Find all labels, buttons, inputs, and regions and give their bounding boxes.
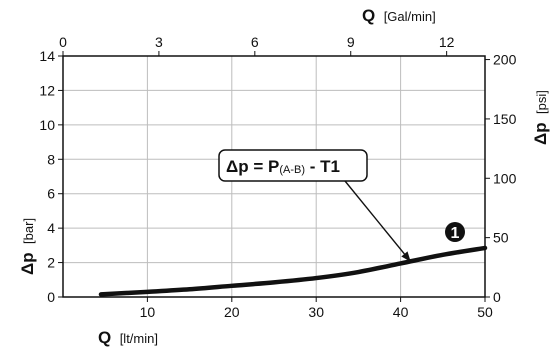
x-axis-title: Q [lt/min] bbox=[98, 328, 158, 347]
series-1-marker-circle bbox=[445, 222, 465, 242]
series-line-1 bbox=[98, 245, 488, 297]
y-axis-symbol: Δp bbox=[18, 252, 37, 275]
formula-main: Δp = P bbox=[226, 157, 279, 176]
right-axis-title: Δp [psi] bbox=[531, 90, 550, 145]
right-axis-symbol: Δp bbox=[531, 122, 550, 145]
top-tick-label: 3 bbox=[155, 34, 163, 50]
top-axis-title: Q [Gal/min] bbox=[362, 6, 436, 25]
right-tick-label: 150 bbox=[493, 111, 517, 127]
y-tick-label: 12 bbox=[39, 82, 55, 98]
x-axis-symbol: Q bbox=[98, 328, 111, 347]
formula-annotation: Δp = P(A-B) - T1 bbox=[218, 149, 412, 263]
top-tick-label: 9 bbox=[347, 34, 355, 50]
right-tick-label: 0 bbox=[493, 289, 501, 305]
formula-text: Δp = P(A-B) - T1 bbox=[226, 157, 340, 176]
x-tick-label: 40 bbox=[393, 304, 409, 320]
y-tick-label: 10 bbox=[39, 117, 55, 133]
y-tick-label: 8 bbox=[47, 151, 55, 167]
top-tick-label: 0 bbox=[59, 34, 67, 50]
formula-box bbox=[218, 149, 368, 182]
x-tick-label: 20 bbox=[224, 304, 240, 320]
y-tick-label: 6 bbox=[47, 186, 55, 202]
top-axis-symbol: Q bbox=[362, 6, 375, 25]
x-tick-label: 10 bbox=[140, 304, 156, 320]
y-axis-unit: [bar] bbox=[21, 218, 36, 244]
annotation-arrowhead bbox=[401, 251, 411, 262]
formula-sub: (A-B) bbox=[279, 164, 305, 176]
series-group bbox=[98, 245, 488, 297]
y-tick-label: 2 bbox=[47, 255, 55, 271]
right-tick-label: 200 bbox=[493, 52, 517, 68]
plot-frame bbox=[62, 55, 486, 298]
y-axis-title: Δp [bar] bbox=[18, 218, 37, 275]
top-tick-label: 6 bbox=[251, 34, 259, 50]
annotation-arrow bbox=[344, 180, 412, 263]
formula-tail: - T1 bbox=[305, 157, 340, 176]
top-tick-label: 12 bbox=[439, 34, 455, 50]
y-tick-label: 4 bbox=[47, 220, 55, 236]
x-axis-unit: [lt/min] bbox=[120, 331, 158, 346]
right-axis-unit: [psi] bbox=[534, 90, 549, 114]
x-tick-label: 30 bbox=[308, 304, 324, 320]
right-tick-label: 50 bbox=[493, 230, 509, 246]
x-tick-label: 50 bbox=[477, 304, 493, 320]
series-1-marker-label: 1 bbox=[451, 225, 460, 242]
right-tick-label: 100 bbox=[493, 170, 517, 186]
series-1-marker: 1 bbox=[445, 222, 465, 242]
top-axis-unit: [Gal/min] bbox=[384, 9, 436, 24]
y-tick-label: 0 bbox=[47, 289, 55, 305]
grid bbox=[63, 56, 485, 297]
y-tick-label: 14 bbox=[39, 48, 55, 64]
